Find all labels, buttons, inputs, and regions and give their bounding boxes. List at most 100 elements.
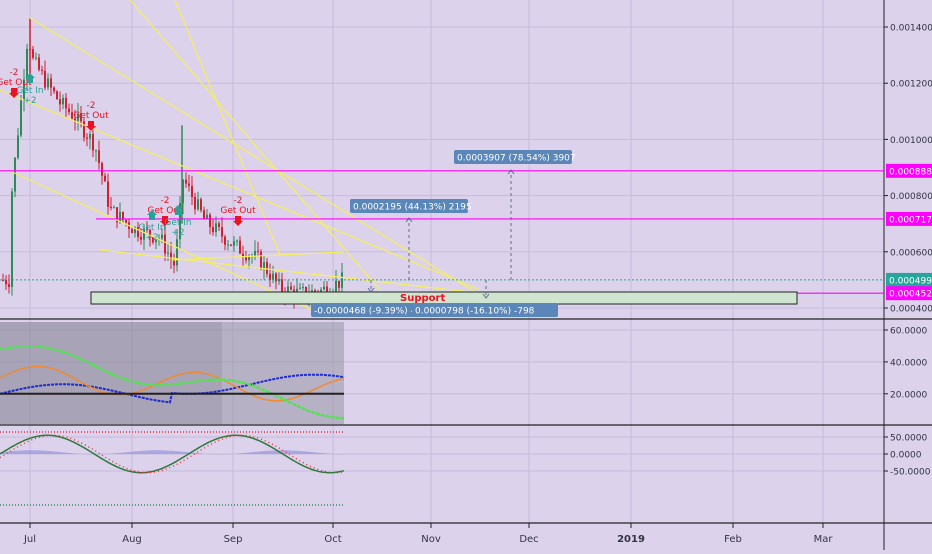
signal-label: Get In (16, 86, 43, 96)
candle (215, 216, 217, 237)
sell-arrow-icon (160, 216, 170, 226)
candle (107, 173, 109, 215)
candle (20, 94, 22, 138)
signal-count: -2 (161, 196, 170, 206)
time-tick-label: Dec (519, 534, 538, 545)
candle-body (287, 286, 289, 297)
candle-body (116, 207, 118, 223)
candle-body (8, 284, 10, 288)
candle-body (188, 183, 190, 187)
candle-body (86, 137, 88, 139)
candle (146, 221, 148, 233)
candle-body (74, 118, 76, 121)
candle-body (269, 273, 271, 281)
candle-body (281, 279, 283, 292)
candle (227, 239, 229, 251)
candle (236, 239, 238, 246)
buy-arrow-icon (25, 73, 35, 83)
signal-count: +2 (145, 233, 158, 243)
candle (17, 127, 19, 160)
candle (116, 206, 118, 229)
candle (11, 188, 13, 296)
candle-body (143, 228, 145, 240)
candle-body (263, 262, 265, 269)
measure-label: 0.0003907 (78.54%) 3907 (454, 150, 576, 164)
indicator-tick-label: 60.0000 (890, 327, 927, 337)
candle-body (290, 286, 292, 290)
candle-body (245, 256, 247, 261)
candle-body (32, 49, 34, 58)
trendline (99, 249, 471, 293)
candle (50, 73, 52, 97)
price-badge: 0.0004999 (886, 272, 932, 287)
measurements: 0.0003907 (78.54%) 3907 0.0002195 (44.13%… (311, 150, 576, 317)
measure-label: 0.0002195 (44.13%) 2195 (350, 199, 472, 213)
signal-count: +2 (23, 96, 36, 106)
candle-body (257, 250, 259, 252)
candle (125, 219, 127, 227)
candle-body (2, 279, 4, 281)
candle-body (71, 112, 73, 119)
candle (266, 258, 268, 278)
momentum-histogram (0, 450, 344, 455)
candle-body (299, 287, 301, 289)
candle-body (182, 179, 184, 204)
candle (200, 197, 202, 213)
candle-body (179, 203, 181, 240)
candle-body (125, 219, 127, 223)
candle (104, 172, 106, 182)
measure-arrowhead (507, 169, 515, 175)
candle-body (47, 78, 49, 88)
candle (68, 103, 70, 116)
candle (5, 275, 7, 290)
candle-body (218, 223, 220, 228)
candle-body (92, 133, 94, 151)
candle (92, 129, 94, 158)
measure-label-text: 0.0000798 (-16.10%) -798 (415, 307, 535, 317)
price-badge-text: 0.0004528 (889, 290, 932, 300)
candle-body (227, 244, 229, 246)
candle-body (278, 279, 280, 282)
candle-body (230, 244, 232, 246)
candle-body (275, 273, 277, 282)
measure-label: 0.0000798 (-16.10%) -798 (412, 303, 558, 317)
candle (71, 103, 73, 121)
indicator-tick-label: 40.0000 (890, 358, 927, 368)
measure-arrowhead (405, 217, 413, 223)
candle (98, 140, 100, 170)
time-tick-label: Jul (23, 534, 36, 545)
trendline (129, 0, 381, 291)
candle-body (200, 199, 202, 211)
candle (83, 117, 85, 142)
candle-body (41, 69, 43, 71)
candle (23, 68, 25, 112)
price-badge-box (886, 211, 932, 226)
candle-body (326, 286, 328, 297)
trendline (174, 0, 281, 256)
candle (131, 227, 133, 234)
candle (59, 91, 61, 112)
time-tick-label: Feb (724, 534, 742, 545)
candle (173, 253, 175, 274)
candle-body (260, 251, 262, 269)
candle-body (146, 228, 148, 230)
signal-label: Get Out (0, 78, 32, 88)
candle-body (233, 241, 235, 246)
candle-body (248, 256, 250, 261)
candle (254, 240, 256, 261)
candle (260, 249, 262, 271)
candle-body (194, 196, 196, 210)
candle-body (173, 259, 175, 266)
candle (218, 221, 220, 231)
candle (209, 212, 211, 235)
indicator-tick-label: -50.0000 (890, 468, 931, 478)
candle (206, 209, 208, 219)
buy-arrow-icon (173, 205, 183, 215)
